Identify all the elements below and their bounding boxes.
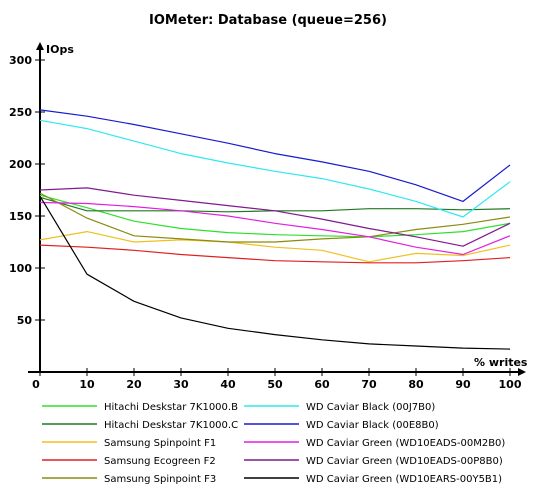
- series-line: [39, 192, 511, 243]
- legend-label: WD Caviar Green (WD10EADS-00M2B0): [306, 438, 505, 449]
- legend: Hitachi Deskstar 7K1000.B Hitachi Desksta…: [42, 402, 505, 485]
- x-tick-label: 10: [79, 378, 95, 391]
- series-line: [39, 119, 511, 218]
- x-axis-label: % writes: [474, 356, 528, 369]
- axes: [28, 42, 526, 376]
- series-line: [39, 231, 511, 263]
- legend-item: WD Caviar Black (00E8B0): [244, 420, 439, 431]
- legend-label: WD Caviar Green (WD10EARS-00Y5B1): [306, 474, 502, 485]
- legend-item: WD Caviar Black (00J7B0): [244, 402, 435, 413]
- legend-label: Hitachi Deskstar 7K1000.C: [104, 420, 238, 431]
- chart-title: IOMeter: Database (queue=256): [149, 13, 387, 28]
- x-tick-label: 90: [455, 378, 471, 391]
- tick-labels: 50 100 150 200 250 300 0 10 20 30 40 50 60 70 80 90 100: [9, 54, 522, 391]
- x-tick-label: 60: [314, 378, 330, 391]
- legend-label: Samsung Spinpoint F1: [104, 438, 216, 449]
- series-line: [39, 201, 511, 256]
- x-tick-label: 70: [361, 378, 377, 391]
- legend-item: WD Caviar Green (WD10EADS-00M2B0): [244, 438, 505, 449]
- x-tick-label: 0: [32, 378, 40, 391]
- x-tick-label: 40: [220, 378, 236, 391]
- y-tick-label: 100: [9, 262, 32, 275]
- series-line: [39, 194, 511, 238]
- legend-item: Hitachi Deskstar 7K1000.C: [42, 420, 238, 431]
- y-tick-label: 200: [9, 158, 32, 171]
- y-axis-label: IOps: [46, 43, 74, 56]
- x-tick-label: 80: [408, 378, 424, 391]
- x-axis-arrow: [518, 368, 526, 376]
- legend-item: Samsung Spinpoint F1: [42, 438, 216, 449]
- x-tick-label: 30: [173, 378, 189, 391]
- x-tick-label: 20: [126, 378, 142, 391]
- legend-item: Hitachi Deskstar 7K1000.B: [42, 402, 238, 413]
- legend-label: Samsung Ecogreen F2: [104, 456, 216, 467]
- series-line: [39, 187, 511, 247]
- y-axis-arrow: [36, 42, 44, 50]
- series-line: [39, 195, 511, 350]
- y-tick-label: 50: [17, 314, 33, 327]
- legend-label: Samsung Spinpoint F3: [104, 474, 216, 485]
- x-tick-label: 100: [499, 378, 522, 391]
- legend-label: WD Caviar Green (WD10EADS-00P8B0): [306, 456, 503, 467]
- legend-label: Hitachi Deskstar 7K1000.B: [104, 402, 238, 413]
- y-tick-label: 250: [9, 106, 32, 119]
- y-tick-label: 300: [9, 54, 32, 67]
- legend-item: WD Caviar Green (WD10EADS-00P8B0): [244, 456, 503, 467]
- series-lines: [39, 109, 511, 350]
- series-line: [39, 109, 511, 202]
- legend-item: Samsung Ecogreen F2: [42, 456, 216, 467]
- y-tick-label: 150: [9, 210, 32, 223]
- x-tick-label: 50: [267, 378, 283, 391]
- legend-item: WD Caviar Green (WD10EARS-00Y5B1): [244, 474, 502, 485]
- legend-item: Samsung Spinpoint F3: [42, 474, 216, 485]
- legend-label: WD Caviar Black (00J7B0): [306, 402, 435, 413]
- series-line: [39, 244, 511, 264]
- legend-label: WD Caviar Black (00E8B0): [306, 420, 439, 431]
